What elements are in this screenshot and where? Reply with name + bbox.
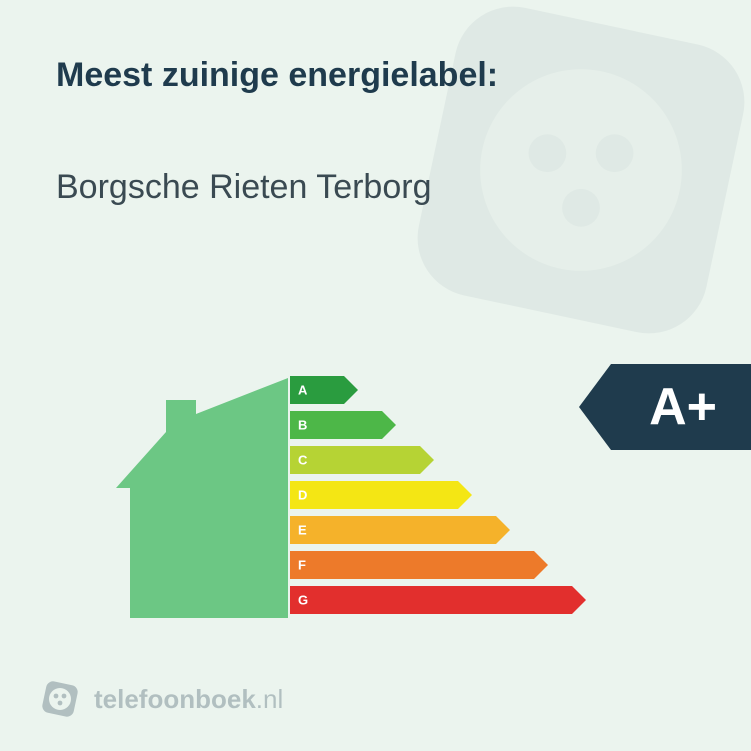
energy-bar-label: E <box>298 523 307 538</box>
energy-bar-label: A <box>298 383 307 398</box>
rating-value: A+ <box>649 377 717 437</box>
energy-bars: A B C D E F G <box>290 376 572 621</box>
phonebook-icon <box>40 679 80 719</box>
page-title: Meest zuinige energielabel: <box>56 56 498 95</box>
footer-brand-bold: telefoonboek <box>94 684 256 714</box>
energy-bar-g: G <box>290 586 572 614</box>
energy-bar-c: C <box>290 446 572 474</box>
energy-bar-label: B <box>298 418 307 433</box>
energy-bar-label: D <box>298 488 307 503</box>
energy-bar-a: A <box>290 376 572 404</box>
location-name: Borgsche Rieten Terborg <box>56 168 431 207</box>
energy-bar-d: D <box>290 481 572 509</box>
rating-badge: A+ <box>611 364 751 450</box>
energy-bar-e: E <box>290 516 572 544</box>
energy-bar-label: C <box>298 453 307 468</box>
house-icon <box>110 370 290 626</box>
energy-bar-label: G <box>298 593 308 608</box>
energy-bar-b: B <box>290 411 572 439</box>
footer-logo: telefoonboek.nl <box>40 679 283 719</box>
footer-brand-light: .nl <box>256 684 283 714</box>
footer-brand: telefoonboek.nl <box>94 684 283 715</box>
energy-bar-f: F <box>290 551 572 579</box>
energy-label-diagram: A B C D E F G <box>110 370 650 630</box>
energy-bar-label: F <box>298 558 306 573</box>
